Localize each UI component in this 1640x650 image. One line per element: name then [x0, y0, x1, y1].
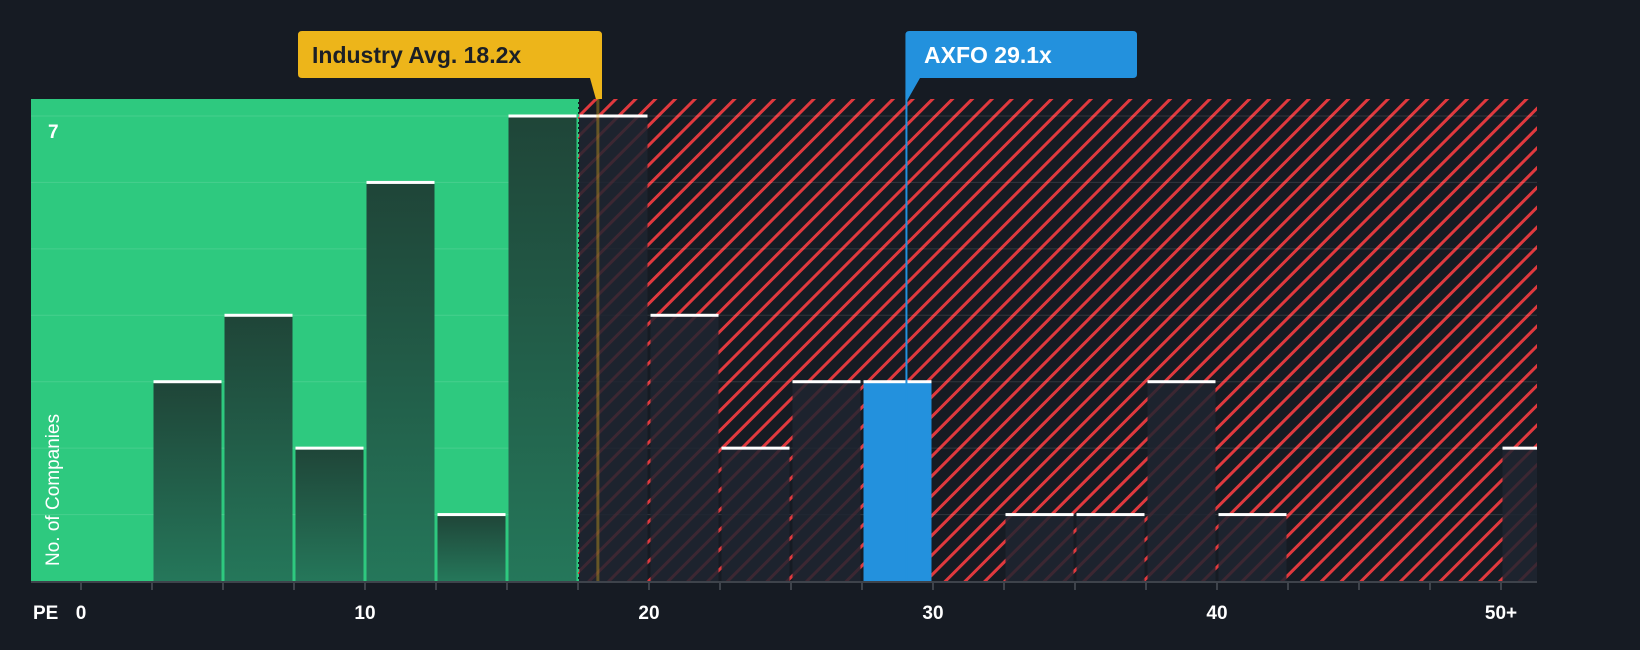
bar	[1076, 514, 1145, 581]
bar-cap	[153, 380, 222, 384]
x-tick-label: 50+	[1485, 603, 1517, 624]
x-tick-label: 30	[922, 603, 943, 624]
x-tick-label: 0	[76, 603, 87, 624]
bar-cap	[1218, 513, 1287, 517]
industry-avg-callout	[298, 31, 602, 99]
bar-cap	[1147, 380, 1216, 384]
y-max-label: 7	[48, 122, 59, 143]
bar	[792, 381, 861, 581]
bar-cap	[366, 180, 435, 184]
bar-cap	[579, 114, 648, 118]
company-pe-label: AXFO 29.1x	[924, 42, 1052, 68]
bar	[295, 448, 364, 581]
bar-cap	[224, 313, 293, 317]
bar	[508, 116, 577, 581]
bar-cap	[1005, 513, 1074, 517]
bar-cap	[508, 114, 577, 118]
industry-avg-label: Industry Avg. 18.2x	[312, 42, 521, 68]
bar-cap	[863, 380, 932, 384]
bar	[579, 116, 648, 581]
bar-cap	[437, 513, 506, 517]
bar-cap	[721, 446, 790, 450]
x-tick-label: 10	[354, 603, 375, 624]
bar	[863, 381, 932, 581]
bar-cap	[1502, 446, 1537, 450]
bar	[721, 448, 790, 581]
y-axis-title: No. of Companies	[43, 414, 64, 566]
bar	[437, 514, 506, 581]
bar	[650, 315, 719, 581]
bar-cap	[295, 446, 364, 450]
bar-cap	[1076, 513, 1145, 517]
bar	[1005, 514, 1074, 581]
bar-cap	[650, 313, 719, 317]
bar	[366, 182, 435, 581]
bar	[1147, 381, 1216, 581]
bar-cap	[792, 380, 861, 384]
company-pe-callout	[905, 31, 1137, 100]
bar	[224, 315, 293, 581]
x-tick-label: 40	[1206, 603, 1227, 624]
bar	[153, 381, 222, 581]
bar	[1218, 514, 1287, 581]
x-tick-label: 20	[638, 603, 659, 624]
bar	[1502, 448, 1537, 581]
x-axis-title: PE	[33, 603, 58, 624]
